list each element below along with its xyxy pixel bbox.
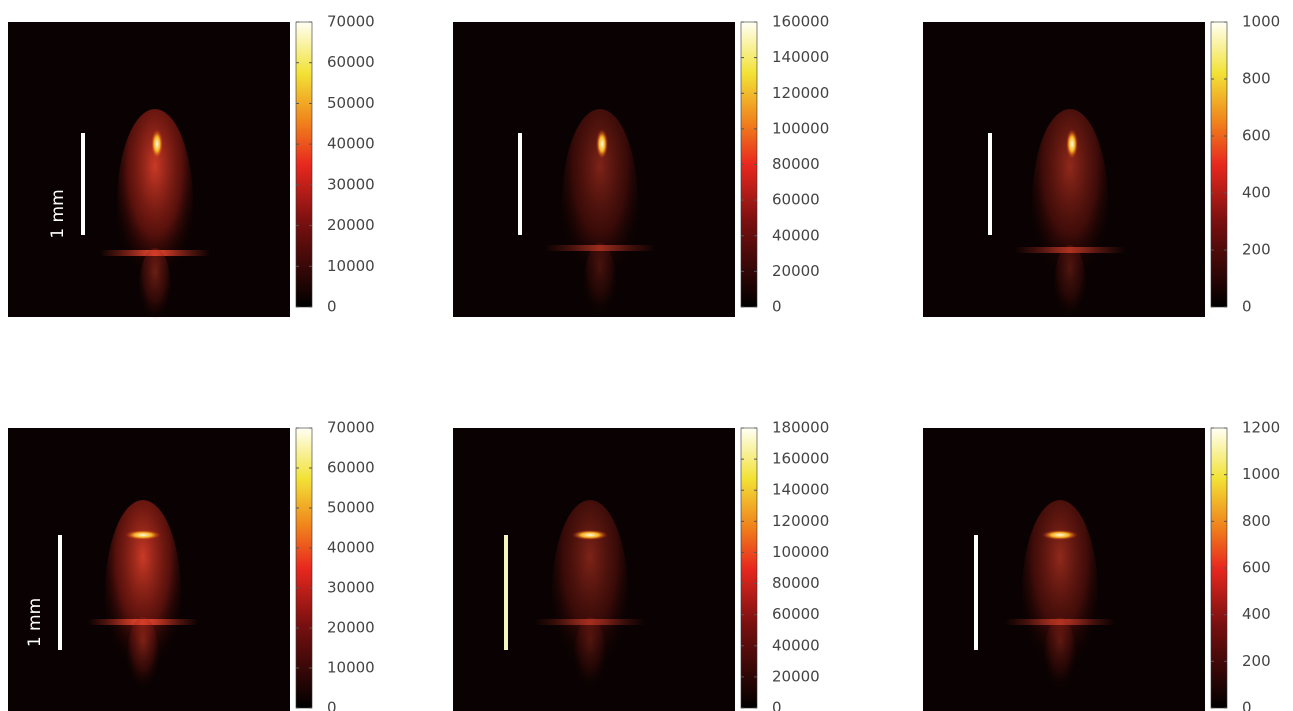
colorbar-tick-label: 60000	[772, 605, 820, 623]
colorbar-tick-label: 60000	[327, 459, 375, 477]
colorbar-tick-label: 0	[772, 298, 782, 316]
colorbar-tick-label: 1000	[1242, 13, 1280, 31]
colorbar	[1211, 22, 1227, 307]
colorbar-tick-label: 400	[1242, 184, 1271, 202]
colorbar-tick-label: 20000	[327, 216, 375, 234]
colorbar-tick-label: 70000	[327, 13, 375, 31]
flame-tip	[125, 530, 161, 540]
colorbar	[741, 428, 757, 708]
colorbar-tick-label: 800	[1242, 70, 1271, 88]
scale-label: 1 mm	[48, 189, 68, 238]
flame-tip	[1042, 530, 1078, 540]
flame-lower	[1054, 245, 1086, 325]
flame-lower	[139, 248, 171, 328]
colorbar-tick-label: 160000	[772, 13, 829, 31]
colorbar-tick-label: 70000	[327, 419, 375, 437]
flame-tip	[596, 129, 608, 159]
colorbar-tick-label: 600	[1242, 559, 1271, 577]
colorbar-tick-label: 0	[327, 699, 337, 711]
colorbar-tick-label: 180000	[772, 419, 829, 437]
colorbar-tick-label: 20000	[772, 262, 820, 280]
colorbar-tick-label: 600	[1242, 127, 1271, 145]
colorbar-tick-label: 40000	[327, 135, 375, 153]
colorbar-tick-label: 10000	[327, 659, 375, 677]
colorbar-tick-label: 120000	[772, 84, 829, 102]
colorbar-tick-label: 40000	[772, 636, 820, 654]
colorbar-tick-label: 400	[1242, 605, 1271, 623]
flame-lower	[127, 617, 159, 697]
colorbar-tick-label: 200	[1242, 652, 1271, 670]
colorbar-tick-label: 100000	[772, 119, 829, 137]
colorbar-tick-label: 1200	[1242, 419, 1280, 437]
colorbar-tick-label: 0	[772, 699, 782, 711]
colorbar-tick-label: 80000	[772, 155, 820, 173]
colorbar-tick-label: 140000	[772, 481, 829, 499]
colorbar-tick-label: 800	[1242, 512, 1271, 530]
flame-tip	[151, 129, 163, 159]
flame-lower	[574, 617, 606, 697]
colorbar-tick-label: 60000	[327, 53, 375, 71]
colorbar-tick-label: 80000	[772, 574, 820, 592]
scale-label: 1 mm	[25, 598, 45, 647]
colorbar-tick-label: 0	[1242, 298, 1252, 316]
colorbar-tick-label: 10000	[327, 257, 375, 275]
colorbar-tick-label: 50000	[327, 499, 375, 517]
flame-tip	[572, 530, 608, 540]
colorbar	[296, 22, 312, 307]
colorbar-tick-label: 30000	[327, 579, 375, 597]
colorbar-tick-label: 40000	[772, 226, 820, 244]
colorbar-tick-label: 50000	[327, 94, 375, 112]
figure: 1 mm010000200003000040000500006000070000…	[0, 0, 1293, 711]
colorbar-tick-label: 20000	[327, 619, 375, 637]
colorbar-tick-label: 200	[1242, 241, 1271, 259]
colorbar-tick-label: 160000	[772, 450, 829, 468]
colorbar-tick-label: 60000	[772, 191, 820, 209]
colorbar-tick-label: 40000	[327, 539, 375, 557]
colorbar-tick-label: 20000	[772, 667, 820, 685]
colorbar	[296, 428, 312, 708]
flame-lower	[1044, 617, 1076, 697]
colorbar-tick-label: 0	[1242, 699, 1252, 711]
colorbar-tick-label: 30000	[327, 175, 375, 193]
flame-lower	[584, 243, 616, 323]
colorbar-tick-label: 1000	[1242, 465, 1280, 483]
colorbar-tick-label: 0	[327, 298, 337, 316]
colorbar-tick-label: 120000	[772, 512, 829, 530]
flame-tip	[1066, 129, 1078, 159]
colorbar-tick-label: 100000	[772, 543, 829, 561]
colorbar-tick-label: 140000	[772, 48, 829, 66]
